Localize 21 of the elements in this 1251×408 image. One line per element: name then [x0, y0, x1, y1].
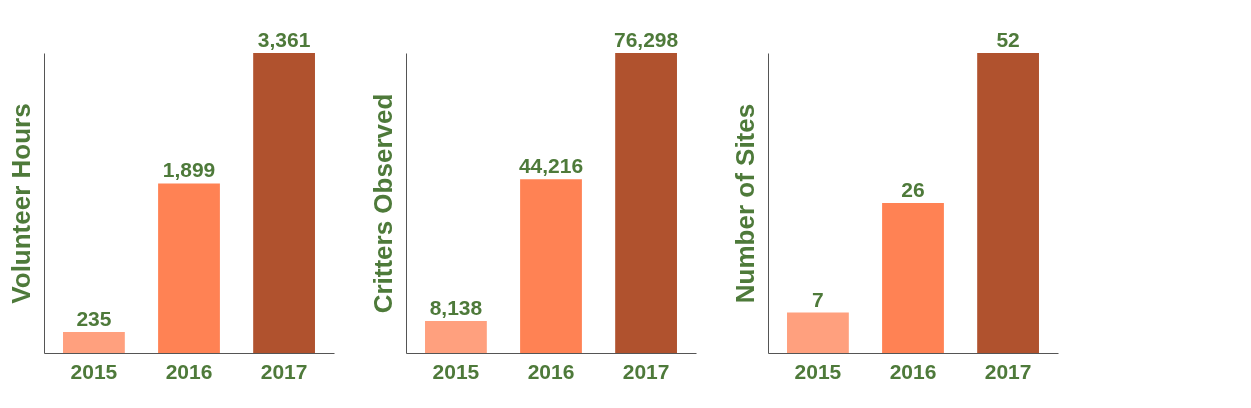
- x-tick-label: 2017: [984, 359, 1032, 383]
- y-axis-title: Number of Sites: [729, 103, 760, 304]
- x-tick-label: 2016: [527, 359, 575, 383]
- x-tick-label: 2015: [794, 359, 842, 383]
- y-axis-title: Volunteer Hours: [5, 103, 36, 304]
- x-tick-label: 2016: [889, 359, 937, 383]
- x-tick-label: 2016: [165, 359, 213, 383]
- data-label: 26: [901, 178, 925, 201]
- data-label: 3,361: [257, 28, 311, 51]
- data-label: 235: [76, 307, 112, 331]
- x-tick-label: 2017: [260, 359, 308, 383]
- data-label: 7: [812, 287, 824, 311]
- data-label: 44,216: [518, 154, 584, 178]
- y-axis-title: Critters Observed: [367, 93, 398, 314]
- x-tick-label: 2015: [70, 359, 118, 383]
- data-label: 76,298: [613, 28, 679, 51]
- data-label: 52: [996, 28, 1020, 51]
- data-label: 1,899: [162, 158, 216, 182]
- x-tick-label: 2015: [432, 359, 480, 383]
- data-label: 8,138: [429, 296, 483, 319]
- x-tick-label: 2017: [622, 359, 670, 383]
